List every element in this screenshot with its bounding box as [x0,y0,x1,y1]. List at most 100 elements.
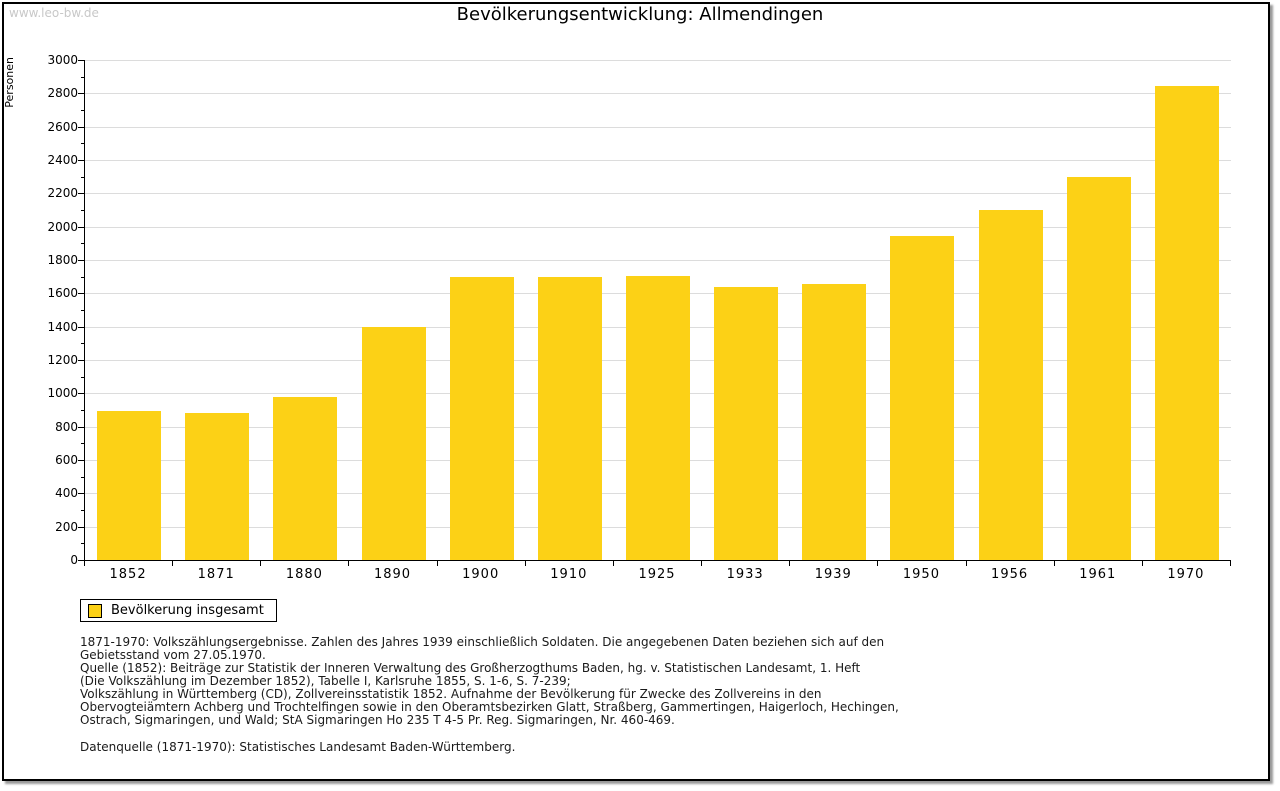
gridline [85,126,1231,128]
gridline [85,226,1231,228]
x-axis-tick [436,561,438,566]
x-axis-label: 1900 [462,567,500,582]
x-axis-label: 1939 [814,567,852,582]
y-axis-title: Personen [3,57,16,108]
y-axis-tick [81,77,84,78]
y-axis-tick [78,293,84,294]
bar-1939 [802,283,867,560]
y-axis-tick-label: 1600 [47,286,78,301]
y-axis-tick [81,443,84,444]
footnote-line: 1871-1970: Volkszählungsergebnisse. Zahl… [80,635,885,649]
y-axis-tick-label: 1200 [47,353,78,367]
y-axis-tick-label: 200 [55,519,78,534]
watermark: www.leo-bw.de [9,6,99,20]
bar-1880 [273,397,338,560]
bar-1900 [449,277,514,560]
bar-1970 [1154,85,1219,560]
x-axis-tick [260,561,262,566]
gridline [85,93,1231,95]
y-axis-tick [78,427,84,428]
y-axis-tick [81,143,84,144]
footnote-line: Gebietsstand vom 27.05.1970. [80,648,266,662]
bar-1933 [714,286,779,560]
y-axis-tick [78,527,84,528]
x-axis-tick [612,561,614,566]
bar-1956 [978,210,1043,560]
y-axis-tick [81,410,84,411]
y-axis-tick-label: 800 [55,419,78,434]
y-axis-tick [81,210,84,211]
y-axis-tick [78,460,84,461]
x-axis-label: 1852 [109,567,147,582]
y-axis-tick [78,60,84,61]
gridline [85,60,1231,61]
x-axis-tick [877,561,879,566]
y-axis-tick-label: 400 [55,486,78,501]
x-axis-label: 1970 [1167,567,1205,582]
gridline [85,160,1231,161]
y-axis-tick [81,377,84,378]
x-axis-tick [348,561,350,566]
y-axis-tick [78,493,84,494]
y-axis-tick-label: 0 [70,553,78,567]
x-axis-tick [84,561,85,566]
x-axis-tick [1141,561,1143,566]
footnote-line: Obervogteiämtern Achberg und Trochtelfin… [80,700,899,714]
x-axis-tick [789,561,791,566]
y-axis-tick [81,177,84,178]
y-axis-tick-label: 2600 [47,119,78,134]
x-axis-label: 1910 [550,567,588,582]
x-axis-tick [1230,561,1231,566]
x-axis-tick [701,561,703,566]
y-axis-tick-label: 3000 [47,53,78,67]
x-axis-tick [1053,561,1055,566]
y-axis-tick [78,93,84,94]
bar-1910 [537,276,602,560]
y-axis-tick [78,227,84,228]
y-axis-tick-label: 600 [55,453,78,467]
y-axis-tick [81,343,84,344]
y-axis-tick [81,543,84,544]
footnote-line: Volkszählung in Württemberg (CD), Zollve… [80,687,822,701]
y-axis-tick [78,127,84,128]
y-axis-tick [78,360,84,361]
y-axis-tick [81,110,84,111]
y-axis-tick [81,477,84,478]
bar-1925 [626,275,690,560]
chart-title: Bevölkerungsentwicklung: Allmendingen [456,4,824,25]
x-axis-label: 1950 [902,567,940,582]
bar-1950 [890,236,955,560]
footnote-line: (Die Volkszählung im Dezember 1852), Tab… [80,674,571,688]
y-axis-tick-label: 2400 [47,153,78,167]
footnote-lines: 1871-1970: Volkszählungsergebnisse. Zahl… [80,636,899,727]
y-axis-tick [78,260,84,261]
y-axis-tick [78,160,84,161]
x-axis-tick [965,561,967,566]
x-axis-label: 1871 [197,567,235,582]
x-axis-tick [172,561,174,566]
footnote-line: Ostrach, Sigmaringen, und Wald; StA Sigm… [80,713,675,727]
gridline [85,193,1231,195]
y-axis-tick [81,277,84,278]
y-axis-tick-label: 2800 [47,86,78,101]
bar-1852 [97,411,162,560]
footnote-line: Quelle (1852): Beiträge zur Statistik de… [80,661,861,675]
y-axis-tick [78,560,84,561]
y-axis-tick-label: 1800 [47,253,78,267]
y-axis-tick-label: 1000 [47,386,78,401]
plot-area [84,60,1231,561]
legend: Bevölkerung insgesamt [80,599,277,622]
y-axis-tick-label: 2000 [47,219,78,234]
x-axis-label: 1880 [285,567,323,582]
x-axis-tick [524,561,526,566]
x-axis-label: 1890 [373,567,412,582]
y-axis-tick [78,193,84,194]
gridline [85,260,1231,261]
y-axis-tick-label: 1400 [47,319,78,334]
x-axis-label: 1956 [991,567,1029,582]
bar-1871 [185,412,250,560]
legend-label: Bevölkerung insgesamt [111,603,264,618]
y-axis-tick [78,327,84,328]
x-axis-label: 1933 [726,567,764,582]
y-axis-tick [78,393,84,394]
